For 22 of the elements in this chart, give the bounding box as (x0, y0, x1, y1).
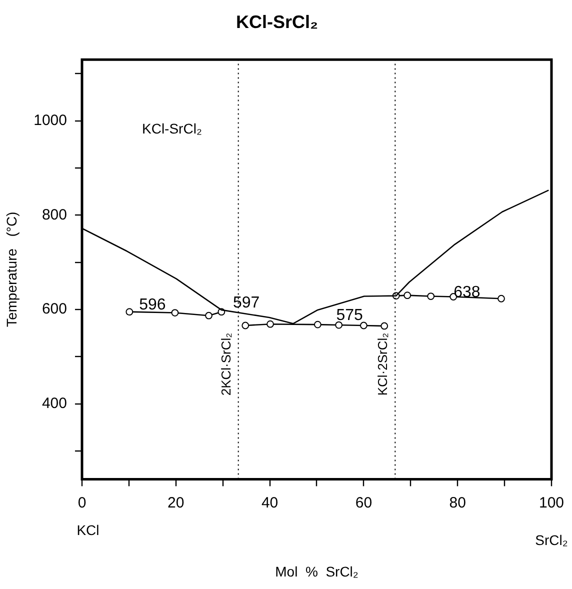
x-tick-label: 80 (449, 494, 466, 512)
y-axis-title: Temperature (°C) (3, 212, 20, 328)
y-tick-label: 1000 (34, 112, 67, 130)
chart-title: KCl-SrCl₂ (236, 12, 318, 32)
x-tick-label: 0 (78, 494, 86, 512)
x-tick-label: 20 (168, 494, 184, 512)
annotation: 596 (139, 296, 166, 314)
x-tick-label: 100 (538, 494, 564, 512)
text: KCl (76, 522, 100, 538)
y-tick-label: 800 (42, 206, 67, 224)
y-tick-label: 600 (42, 300, 67, 318)
annotation: KCl-SrCl₂ (142, 120, 202, 136)
annotation: 638 (454, 284, 480, 301)
x-tick-label: 60 (355, 494, 372, 512)
ref-line-label: KCl·2SrCl₂ (375, 332, 390, 396)
annotation: 575 (336, 306, 364, 324)
x-tick-label: 40 (261, 494, 278, 512)
text: SrCl₂ (535, 532, 568, 548)
y-tick-label: 400 (42, 394, 67, 412)
x-axis-title: Mol % SrCl₂ (275, 563, 358, 580)
ref-line-label: 2KCl·SrCl₂ (218, 332, 234, 396)
annotation: 597 (232, 294, 260, 312)
